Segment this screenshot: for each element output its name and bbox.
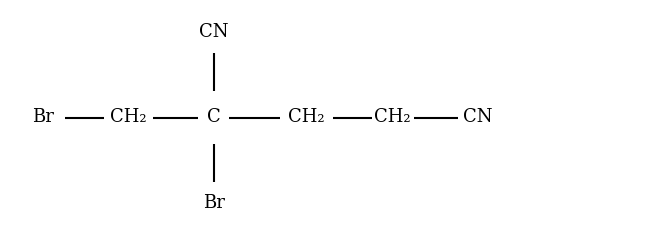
Text: CN: CN	[463, 109, 493, 126]
Text: Br: Br	[203, 194, 225, 212]
Text: CH₂: CH₂	[374, 109, 411, 126]
Text: CN: CN	[200, 23, 229, 41]
Text: C: C	[207, 109, 221, 126]
Text: CH₂: CH₂	[110, 109, 147, 126]
Text: Br: Br	[32, 109, 54, 126]
Text: CH₂: CH₂	[288, 109, 325, 126]
